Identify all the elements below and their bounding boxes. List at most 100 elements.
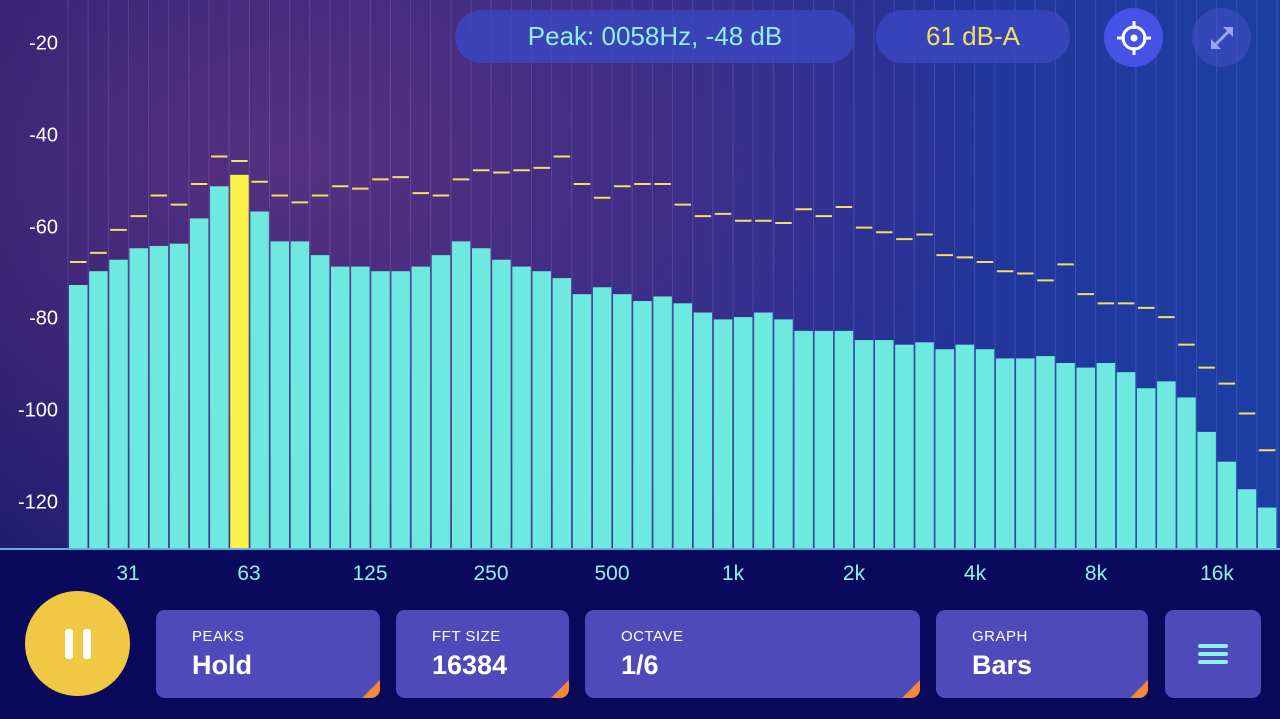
expand-button[interactable]: [1192, 8, 1251, 67]
peaks-control[interactable]: PEAKS Hold: [156, 610, 380, 698]
menu-button[interactable]: [1165, 610, 1261, 698]
pause-icon: [60, 628, 96, 659]
spectrum-bar: [1257, 507, 1277, 548]
spectrum-bar: [975, 349, 995, 548]
x-tick-label: 500: [594, 562, 630, 585]
chart-baseline: [0, 548, 1280, 550]
level-readout: 61 dB-A: [876, 10, 1070, 63]
x-tick-label: 125: [352, 562, 388, 585]
spectrum-bar: [109, 259, 128, 548]
spectrum-bar: [794, 330, 813, 548]
spectrum-bar: [895, 344, 914, 548]
spectrum-bar: [391, 271, 410, 548]
spectrum-bar: [149, 245, 169, 548]
spectrum-bar: [69, 284, 88, 548]
spectrum-bar: [572, 294, 592, 548]
spectrum-bar: [451, 241, 471, 548]
spectrum-bar: [1056, 363, 1075, 548]
spectrum-bar: [1016, 358, 1035, 548]
spectrum-bar: [1116, 372, 1136, 548]
spectrum-plot-area: [0, 0, 1280, 550]
spectrum-chart: [67, 0, 1278, 549]
spectrum-bar: [290, 241, 310, 548]
spectrum-bar: [552, 278, 572, 548]
spectrum-bar: [935, 349, 954, 548]
y-tick-label: -100: [17, 399, 58, 422]
spectrum-bar: [250, 211, 269, 548]
dropdown-corner-icon: [902, 680, 920, 698]
spectrum-bar: [129, 248, 148, 548]
spectrum-bar: [713, 319, 733, 548]
spectrum-bar: [169, 243, 189, 549]
graph-value: Bars: [972, 650, 1033, 680]
spectrum-bar: [995, 358, 1015, 548]
spectrum-bar: [814, 330, 834, 548]
dropdown-corner-icon: [551, 680, 569, 698]
spectrum-bar: [189, 218, 209, 549]
spectrum-bar: [351, 266, 370, 548]
peaks-value: Hold: [192, 650, 252, 680]
spectrum-bar: [1237, 489, 1257, 548]
fft-size-value: 16384: [432, 650, 508, 680]
spectrum-bar: [774, 319, 793, 548]
spectrum-bar: [1157, 381, 1176, 548]
spectrum-bar: [310, 255, 330, 548]
spectrum-bar: [532, 271, 551, 548]
spectrum-bar: [431, 255, 451, 548]
spectrum-bar: [1036, 356, 1055, 548]
spectrum-bar: [633, 301, 652, 548]
crosshair-button[interactable]: [1104, 8, 1163, 67]
spectrum-bar: [613, 294, 632, 548]
spectrum-bar: [210, 186, 229, 549]
x-tick-label: 4k: [963, 562, 987, 585]
spectrum-bar: [733, 317, 753, 548]
spectrum-bar: [371, 271, 390, 548]
spectrum-bar: [1197, 431, 1216, 548]
octave-control[interactable]: OCTAVE 1/6: [585, 610, 920, 698]
x-tick-label: 1k: [721, 562, 745, 585]
spectrum-bar: [472, 248, 491, 548]
expand-icon: [1210, 26, 1233, 49]
spectrum-bar: [915, 342, 934, 548]
x-tick-label: 250: [473, 562, 509, 585]
spectrum-bar: [834, 330, 854, 548]
graph-control[interactable]: GRAPH Bars: [936, 610, 1148, 698]
spectrum-bar: [1076, 367, 1095, 548]
spectrum-bar: [875, 340, 894, 548]
x-tick-label: 8k: [1084, 562, 1108, 585]
spectrum-bar: [854, 340, 874, 548]
spectrum-bar: [693, 312, 713, 548]
peak-readout: Peak: 0058Hz, -48 dB: [455, 10, 855, 63]
graph-label: GRAPH: [972, 628, 1028, 645]
spectrum-bar: [1177, 397, 1196, 548]
spectrum-bar: [1096, 363, 1116, 548]
fft-size-control[interactable]: FFT SIZE 16384: [396, 610, 569, 698]
spectrum-bar: [492, 259, 511, 548]
spectrum-bar: [512, 266, 531, 548]
spectrum-bar: [1136, 388, 1156, 548]
x-tick-label: 2k: [842, 562, 866, 585]
dropdown-corner-icon: [1130, 680, 1148, 698]
pause-button[interactable]: [25, 591, 130, 696]
crosshair-target-icon: [1116, 20, 1151, 55]
spectrum-bar: [673, 303, 692, 548]
level-readout-text: 61 dB-A: [926, 21, 1020, 51]
x-tick-label: 16k: [1200, 562, 1234, 585]
y-tick-label: -80: [29, 307, 58, 330]
hamburger-menu-icon: [1198, 640, 1228, 668]
y-tick-label: -20: [29, 32, 58, 55]
spectrum-bar: [1217, 461, 1237, 548]
peak-band-bar: [230, 174, 249, 548]
y-tick-label: -120: [17, 491, 58, 514]
octave-label: OCTAVE: [621, 628, 684, 645]
peaks-label: PEAKS: [192, 628, 245, 645]
spectrum-bar: [592, 287, 612, 548]
y-tick-label: -60: [29, 216, 58, 239]
spectrum-bar: [653, 296, 672, 548]
x-tick-label: 63: [237, 562, 261, 585]
y-tick-label: -40: [29, 124, 58, 147]
peak-readout-text: Peak: 0058Hz, -48 dB: [527, 21, 783, 51]
dropdown-corner-icon: [362, 680, 380, 698]
spectrum-bar: [411, 266, 431, 548]
octave-value: 1/6: [621, 650, 659, 680]
